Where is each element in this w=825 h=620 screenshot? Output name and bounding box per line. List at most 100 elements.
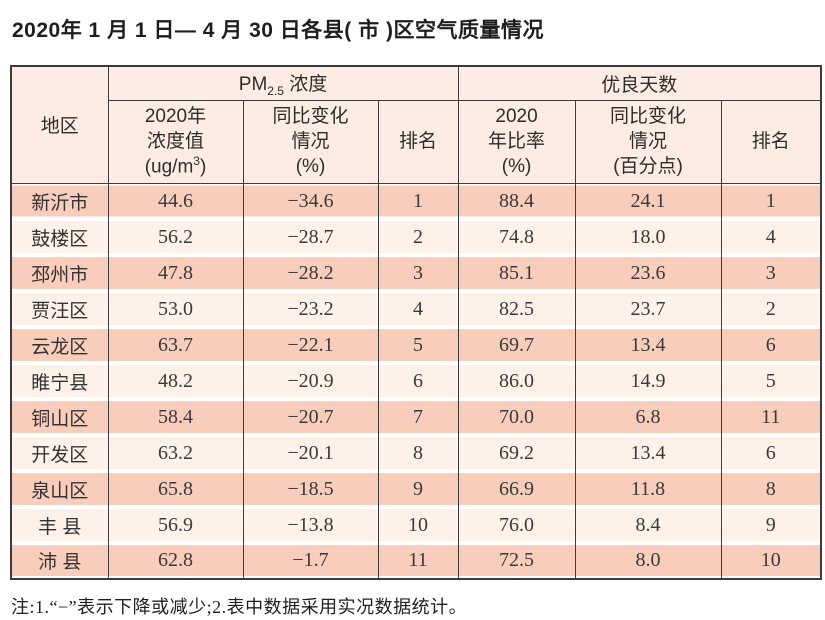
value-cell: −13.8 (242, 507, 379, 543)
value-cell: 63.2 (107, 435, 244, 471)
value-cell: 23.7 (574, 291, 722, 327)
value-cell: 58.4 (107, 399, 244, 435)
header-pm-rank: 排名 (377, 100, 459, 184)
value-cell: 69.2 (457, 435, 576, 471)
header-pm-group: PM2.5 浓度 (107, 66, 459, 101)
region-cell: 沛 县 (10, 543, 109, 579)
value-cell: 86.0 (457, 363, 576, 399)
value-cell: 1 (720, 183, 822, 219)
page-title: 2020年 1 月 1 日— 4 月 30 日各县( 市 )区空气质量情况 (12, 19, 544, 42)
value-cell: 3 (720, 255, 822, 291)
value-cell: −20.9 (242, 363, 379, 399)
region-cell: 云龙区 (10, 327, 109, 363)
value-cell: 1 (377, 183, 459, 219)
value-cell: 3 (377, 255, 459, 291)
value-cell: 6 (720, 435, 822, 471)
region-cell: 开发区 (10, 435, 109, 471)
header-sub-row: 2020年 浓度值 (ug/m3) 同比变化 情况 (%) 排名 2020 年比… (11, 100, 822, 184)
table-row: 丰 县 56.9 −13.8 10 76.0 8.4 9 (10, 507, 822, 543)
value-cell: 10 (720, 543, 822, 579)
value-cell: 6 (720, 327, 822, 363)
value-cell: 56.2 (107, 219, 244, 255)
header-good-days-group: 优良天数 (457, 66, 822, 101)
table-row: 睢宁县 48.2 −20.9 6 86.0 14.9 5 (10, 363, 822, 399)
cubic-superscript: 3 (193, 153, 200, 168)
value-cell: 65.8 (107, 471, 244, 507)
value-cell: 10 (377, 507, 459, 543)
value-cell: 74.8 (457, 219, 576, 255)
value-cell: 23.6 (574, 255, 722, 291)
region-cell: 邳州市 (10, 255, 109, 291)
value-cell: 56.9 (107, 507, 244, 543)
value-cell: 11.8 (574, 471, 722, 507)
value-cell: 4 (720, 219, 822, 255)
value-cell: 11 (377, 543, 459, 579)
footnote: 注:1.“−”表示下降或减少;2.表中数据采用实况数据统计。 (11, 597, 468, 617)
header-pm-change: 同比变化 情况 (%) (242, 100, 379, 184)
value-cell: −1.7 (242, 543, 379, 579)
value-cell: 66.9 (457, 471, 576, 507)
region-cell: 泉山区 (10, 471, 109, 507)
value-cell: 5 (720, 363, 822, 399)
value-cell: 6 (377, 363, 459, 399)
value-cell: 8.0 (574, 543, 722, 579)
region-cell: 贾汪区 (10, 291, 109, 327)
value-cell: −34.6 (242, 183, 379, 219)
value-cell: 63.7 (107, 327, 244, 363)
value-cell: 9 (720, 507, 822, 543)
table-row: 沛 县 62.8 −1.7 11 72.5 8.0 10 (10, 543, 822, 579)
air-quality-table: 地区 PM2.5 浓度 优良天数 2020年 浓度值 (ug/m3) 同比变化 … (10, 65, 823, 580)
value-cell: 2 (377, 219, 459, 255)
header-good-rank: 排名 (720, 100, 822, 184)
value-cell: 47.8 (107, 255, 244, 291)
value-cell: 70.0 (457, 399, 576, 435)
header-good-change: 同比变化 情况 (百分点) (574, 100, 722, 184)
value-cell: 48.2 (107, 363, 244, 399)
table-row: 邳州市 47.8 −28.2 3 85.1 23.6 3 (10, 255, 822, 291)
region-cell: 鼓楼区 (10, 219, 109, 255)
table-row: 开发区 63.2 −20.1 8 69.2 13.4 6 (10, 435, 822, 471)
value-cell: 85.1 (457, 255, 576, 291)
value-cell: 76.0 (457, 507, 576, 543)
value-cell: 8.4 (574, 507, 722, 543)
table-body: 新沂市 44.6 −34.6 1 88.4 24.1 1 鼓楼区 56.2 −28.7 2 74.8 1… (10, 183, 822, 579)
value-cell: 72.5 (457, 543, 576, 579)
value-cell: −20.1 (242, 435, 379, 471)
value-cell: −28.7 (242, 219, 379, 255)
region-cell: 睢宁县 (10, 363, 109, 399)
value-cell: −20.7 (242, 399, 379, 435)
region-cell: 丰 县 (10, 507, 109, 543)
table-header: 地区 PM2.5 浓度 优良天数 2020年 浓度值 (ug/m3) 同比变化 … (10, 66, 822, 184)
value-cell: 8 (720, 471, 822, 507)
header-good-ratio: 2020 年比率 (%) (457, 100, 576, 184)
value-cell: 44.6 (107, 183, 244, 219)
table-row: 贾汪区 53.0 −23.2 4 82.5 23.7 2 (10, 291, 822, 327)
pm-subscript: 2.5 (267, 83, 284, 98)
value-cell: 6.8 (574, 399, 722, 435)
value-cell: 82.5 (457, 291, 576, 327)
value-cell: 69.7 (457, 327, 576, 363)
value-cell: 88.4 (457, 183, 576, 219)
value-cell: 53.0 (107, 291, 244, 327)
value-cell: 11 (720, 399, 822, 435)
value-cell: 8 (377, 435, 459, 471)
value-cell: 13.4 (574, 327, 722, 363)
table-row: 云龙区 63.7 −22.1 5 69.7 13.4 6 (10, 327, 822, 363)
value-cell: 18.0 (574, 219, 722, 255)
value-cell: 4 (377, 291, 459, 327)
region-cell: 新沂市 (10, 183, 109, 219)
value-cell: −23.2 (242, 291, 379, 327)
value-cell: −18.5 (242, 471, 379, 507)
value-cell: 24.1 (574, 183, 722, 219)
region-cell: 铜山区 (10, 399, 109, 435)
table-row: 泉山区 65.8 −18.5 9 66.9 11.8 8 (10, 471, 822, 507)
value-cell: 2 (720, 291, 822, 327)
table-row: 鼓楼区 56.2 −28.7 2 74.8 18.0 4 (10, 219, 822, 255)
value-cell: 13.4 (574, 435, 722, 471)
value-cell: 9 (377, 471, 459, 507)
value-cell: 14.9 (574, 363, 722, 399)
table-row: 新沂市 44.6 −34.6 1 88.4 24.1 1 (10, 183, 822, 219)
value-cell: −28.2 (242, 255, 379, 291)
value-cell: −22.1 (242, 327, 379, 363)
